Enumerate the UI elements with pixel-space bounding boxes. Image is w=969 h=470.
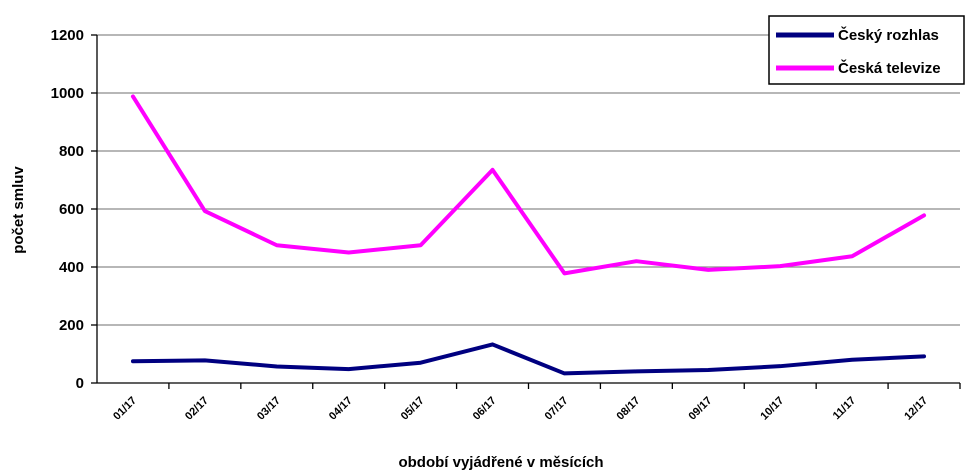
data-point	[491, 342, 495, 346]
y-axis-label: počet smluv	[10, 166, 27, 254]
x-tick-label: 09/17	[686, 395, 714, 423]
x-tick-label: 07/17	[543, 395, 571, 423]
y-tick-label: 800	[59, 143, 84, 160]
x-tick-label: 06/17	[471, 395, 499, 423]
data-point	[131, 359, 135, 363]
data-point	[706, 368, 710, 372]
x-tick-label: 10/17	[758, 395, 786, 423]
data-point	[419, 361, 423, 365]
data-point	[203, 358, 207, 362]
data-point	[634, 259, 638, 263]
data-point	[131, 94, 135, 98]
data-point	[562, 371, 566, 375]
data-point	[706, 268, 710, 272]
y-tick-label: 0	[76, 375, 84, 392]
x-tick-label: 05/17	[399, 395, 427, 423]
x-axis-label: období vyjádřené v měsících	[398, 454, 603, 470]
data-point	[203, 209, 207, 213]
x-tick-label: 03/17	[255, 395, 283, 423]
x-axis: 01/17 02/17 03/17 04/17 05/17 06/17 07/17 08/17…	[97, 382, 961, 423]
series-line-1	[130, 94, 927, 276]
gridlines	[97, 34, 960, 326]
legend: Český rozhlas Česká televize	[768, 15, 965, 85]
y-tick-label: 1000	[51, 85, 84, 102]
data-point	[562, 271, 566, 275]
x-tick-label: 02/17	[183, 395, 211, 423]
data-point	[778, 364, 782, 368]
y-tick-label: 200	[59, 317, 84, 334]
y-axis: 0 200 400 600 800 1000 1200	[51, 27, 98, 392]
y-tick-label: 400	[59, 259, 84, 276]
series-line-0	[130, 342, 927, 376]
y-tick-label: 600	[59, 201, 84, 218]
data-point	[922, 213, 926, 217]
data-point	[634, 369, 638, 373]
data-point	[850, 254, 854, 258]
y-tick-label: 1200	[51, 27, 84, 44]
data-point	[275, 364, 279, 368]
legend-label-ceska-televize: Česká televize	[838, 59, 941, 77]
x-tick-label: 04/17	[327, 395, 355, 423]
data-point	[778, 264, 782, 268]
x-tick-label: 01/17	[111, 395, 139, 423]
x-tick-label: 11/17	[831, 395, 859, 423]
data-point	[347, 367, 351, 371]
data-point	[922, 354, 926, 358]
data-point	[491, 168, 495, 172]
data-point	[347, 251, 351, 254]
data-point	[419, 243, 423, 247]
legend-label-cesky-rozhlas: Český rozhlas	[838, 26, 939, 44]
x-tick-label: 08/17	[615, 395, 643, 423]
data-point	[850, 358, 854, 362]
x-tick-label: 12/17	[902, 395, 930, 423]
data-point	[275, 243, 279, 247]
series-lines	[130, 94, 927, 376]
legend-box	[768, 15, 965, 85]
